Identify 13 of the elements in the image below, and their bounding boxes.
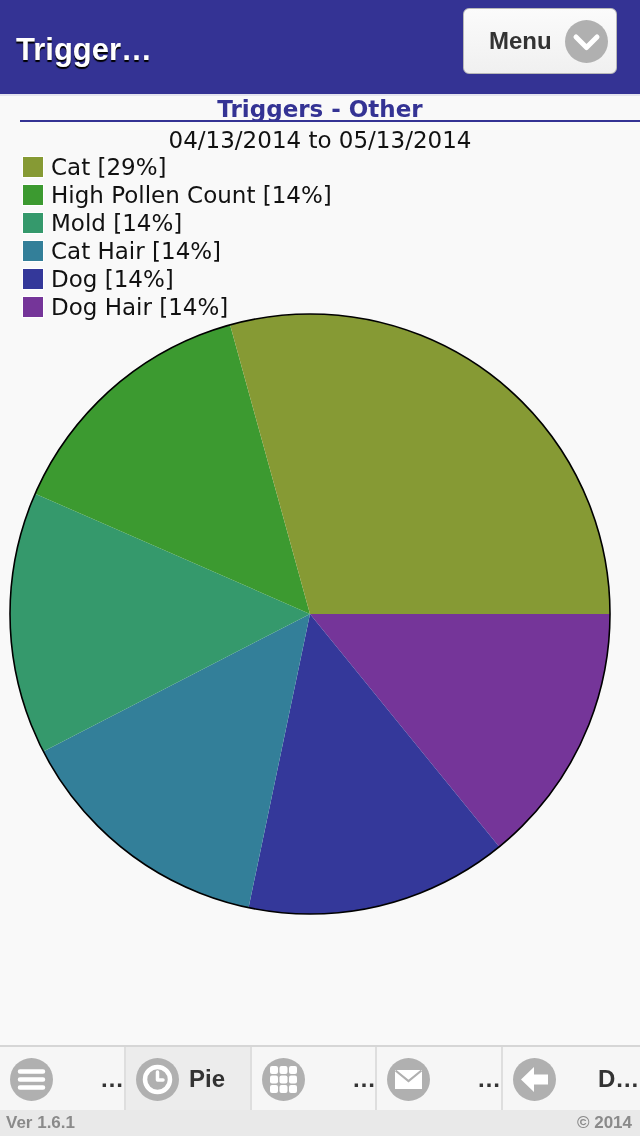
chart-subtitle: 04/13/2014 to 05/13/2014 xyxy=(167,126,473,154)
legend-label: Cat Hair [14%] xyxy=(51,238,222,265)
legend-label: Dog Hair [14%] xyxy=(51,294,229,321)
chart-title: Triggers - Other xyxy=(216,96,424,123)
text: © 2014 xyxy=(576,1112,632,1134)
clock-tab[interactable]: Pie xyxy=(126,1047,252,1112)
legend-label: Cat [29%] xyxy=(51,154,167,181)
legend-label: High Pollen Count [14%] xyxy=(51,182,332,209)
text: Trigger… xyxy=(16,32,153,68)
text: Ver 1.6.1 xyxy=(6,1112,76,1134)
menu-button[interactable]: Menu xyxy=(463,8,617,74)
legend-label: Mold [14%] xyxy=(51,210,183,237)
legend-label: Dog [14%] xyxy=(51,266,174,293)
